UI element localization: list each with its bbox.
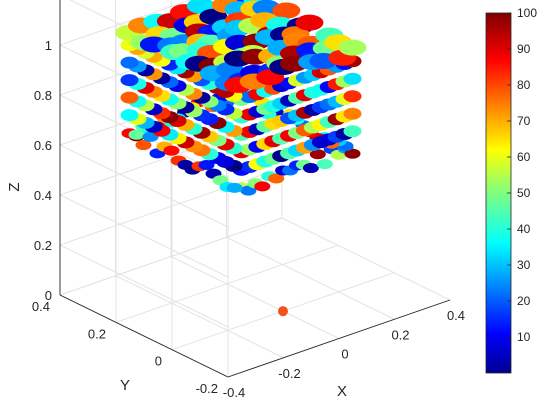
top-cell <box>338 39 367 56</box>
colorbar-tick-label: 100 <box>517 6 537 20</box>
wall-cell <box>343 90 362 103</box>
floor-gridline-x <box>170 256 340 339</box>
back-wall-gridline-z <box>59 167 283 246</box>
y-axis-line <box>59 294 229 378</box>
colorbar-tick-label: 70 <box>517 114 531 128</box>
ring-cell <box>135 140 152 151</box>
z-axis-label: Z <box>6 182 23 191</box>
colorbar-tick-label: 60 <box>517 150 531 164</box>
z-tick-label: 0.4 <box>34 188 52 203</box>
colorbar-tick-label: 80 <box>517 78 531 92</box>
point-cloud <box>115 0 367 196</box>
origin-point <box>278 306 288 317</box>
y-tick-label: 0.4 <box>32 299 50 314</box>
floor-gridline-x <box>226 236 395 320</box>
wall-cell <box>120 109 139 122</box>
wall-cell <box>120 74 139 87</box>
z-tick-label: 0 <box>45 288 52 303</box>
colorbar-tick-label: 90 <box>517 42 531 56</box>
top-cell <box>295 14 324 31</box>
x-tick-label: 0.4 <box>447 308 465 323</box>
colorbar-tick-label: 30 <box>517 258 531 272</box>
left-wall-gridline-z <box>59 144 229 228</box>
colorbar-tick-label: 50 <box>517 186 531 200</box>
colorbar <box>485 12 512 374</box>
x-tick-label: 0 <box>341 347 348 362</box>
axis-ticks: -0.4-0.200.20.4-0.200.20.400.20.40.60.81… <box>32 0 465 400</box>
z-tick-label: 0.2 <box>34 238 52 253</box>
ring-cell <box>344 148 361 159</box>
wall-cell <box>343 125 362 138</box>
x-axis-line <box>227 299 451 378</box>
x-tick-label: 0.2 <box>391 327 409 342</box>
axes-lines <box>59 0 451 378</box>
y-tick-label: 0 <box>155 354 162 369</box>
left-wall-gridline-z <box>59 244 229 328</box>
x-tick-label: -0.4 <box>223 385 245 400</box>
left-wall-gridline-z <box>59 194 229 278</box>
colorbar-tick-label: 10 <box>517 330 531 344</box>
ring-cell <box>240 185 257 196</box>
z-tick-label: 1 <box>45 38 52 53</box>
floor-gridline-x <box>281 217 451 301</box>
wall-cell <box>120 91 139 104</box>
floor-gridline-x <box>115 275 284 359</box>
y-axis-label: Y <box>120 377 130 394</box>
x-tick-label: -0.2 <box>278 366 300 381</box>
ring-cell <box>316 159 333 170</box>
ring-cell <box>302 163 319 174</box>
y-tick-label: 0.2 <box>88 326 106 341</box>
wall-cell <box>343 107 362 120</box>
back-wall-gridline-z <box>59 217 283 296</box>
floor-gridline-y <box>115 244 339 323</box>
top-cell <box>272 2 301 19</box>
y-tick-label: -0.2 <box>196 381 218 396</box>
ring-cell <box>309 149 326 160</box>
ring-cell <box>254 181 271 192</box>
ring-cell <box>198 160 215 171</box>
x-axis-label: X <box>337 383 347 400</box>
ring-cell <box>226 182 243 193</box>
ring-cell <box>128 129 145 140</box>
wall-cell <box>343 72 362 85</box>
z-tick-label: 0.8 <box>34 88 52 103</box>
z-tick-label: 0.6 <box>34 138 52 153</box>
colorbar-tick-label: 20 <box>517 294 531 308</box>
z-tick-label: 1.2 <box>34 0 52 3</box>
wall-cell <box>120 56 139 69</box>
colorbar-ticks: 10 20 30 40 50 60 70 80 90 100 <box>507 6 537 344</box>
back-wall-gridline-z <box>59 0 192 46</box>
ring-cell <box>268 173 285 184</box>
origin-marker <box>278 306 288 317</box>
colorbar-tick-label: 40 <box>517 222 531 236</box>
ring-cell <box>163 145 180 156</box>
